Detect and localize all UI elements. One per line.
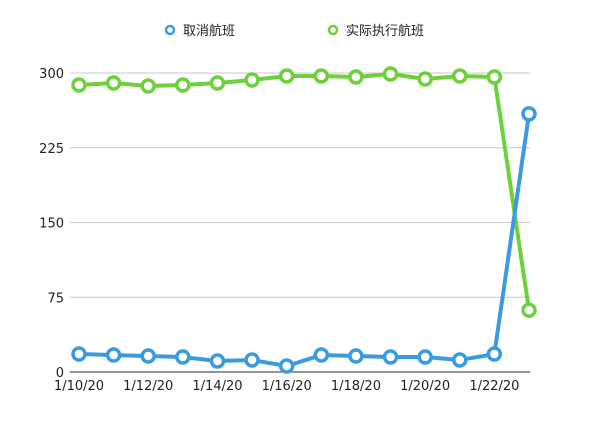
grid-lines [70,72,530,373]
data-point [313,347,330,363]
data-point [209,75,226,91]
legend: 取消航班 实际执行航班 [164,23,424,39]
x-tick-label: 1/22/20 [469,379,519,394]
legend-marker [164,24,176,36]
x-tick-label: 1/14/20 [192,379,242,394]
data-point [175,349,191,365]
data-point [486,69,503,85]
y-tick-label: 75 [47,291,64,306]
legend-label: 实际执行航班 [346,23,424,39]
legend-marker [327,24,339,36]
data-point [452,352,468,368]
data-point [313,68,330,84]
y-tick-label: 150 [39,217,64,232]
data-point [348,69,364,85]
x-tick-label: 1/16/20 [262,379,312,394]
series-1 [71,66,537,318]
data-point [140,78,156,94]
axes: 0 75 150 225 300 1/10/20 1/12/20 1/14/20 1/16/20… [39,67,519,394]
data-point [278,68,295,84]
data-point [105,75,122,91]
y-tick-label: 225 [39,142,64,157]
data-point [140,348,156,364]
data-point [105,347,122,363]
series-lines [71,66,537,374]
data-point [417,349,433,365]
data-point [486,346,503,362]
data-point [278,358,295,374]
data-point [382,66,399,82]
y-tick-label: 0 [56,366,64,381]
legend-item-1: 实际执行航班 [327,23,424,39]
data-point [71,346,87,362]
data-point [521,106,537,122]
data-point [244,72,260,88]
y-tick-label: 300 [39,67,64,82]
data-point [452,68,468,84]
data-point [417,71,433,87]
x-tick-label: 1/18/20 [331,379,381,394]
data-point [209,353,226,369]
data-point [244,352,260,368]
data-point [348,348,364,364]
legend-item-0: 取消航班 [164,23,235,39]
series-0 [71,106,537,374]
series-line [77,71,531,313]
data-point [382,349,399,365]
x-tick-label: 1/20/20 [400,379,450,394]
x-tick-label: 1/12/20 [123,379,173,394]
data-point [521,302,537,318]
data-point [175,77,191,93]
data-point [71,77,87,93]
x-tick-label: 1/10/20 [54,379,104,394]
series-line [77,111,531,369]
legend-label: 取消航班 [183,23,235,39]
